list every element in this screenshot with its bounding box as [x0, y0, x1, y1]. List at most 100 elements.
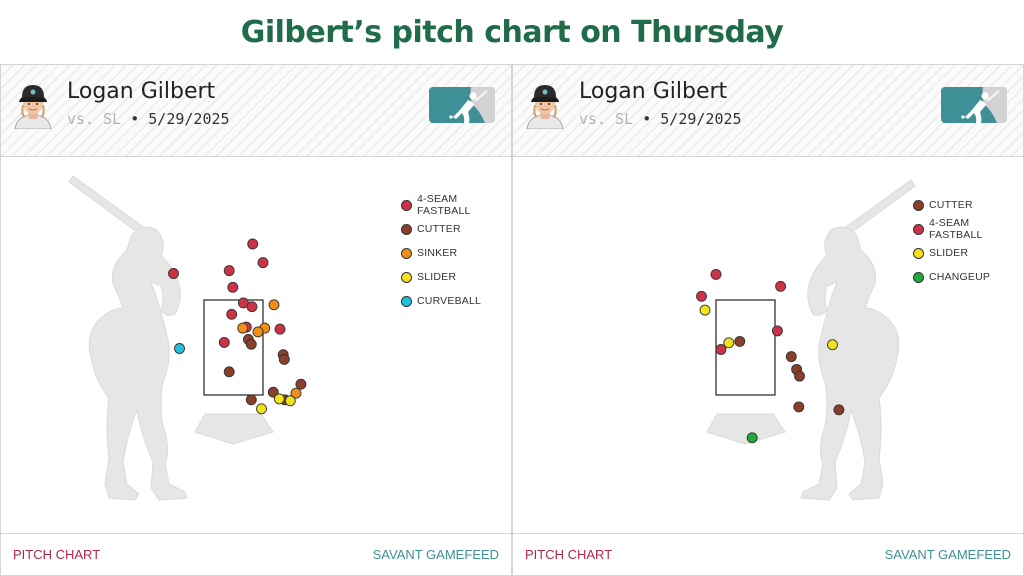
legend-label: SINKER	[417, 247, 458, 259]
pitch-point-cutter	[833, 404, 845, 416]
pitch-points	[168, 238, 307, 415]
pitch-point-slider	[284, 395, 296, 407]
pitch-point-4-seam-fastball	[257, 257, 269, 269]
pitch-point-4-seam-fastball	[274, 323, 286, 335]
pitch-point-cutter	[785, 351, 797, 363]
pitch-point-4-seam-fastball	[710, 268, 722, 280]
matchup-line: vs. SL • 5/29/2025	[579, 110, 742, 128]
legend-label: 4-SEAM FASTBALL	[929, 217, 983, 241]
pitch-chart	[68, 175, 307, 501]
pitch-point-4-seam-fastball	[775, 280, 787, 292]
batter-silhouette-icon	[800, 179, 916, 501]
pitch-point-sinker	[237, 322, 249, 334]
legend-swatch	[401, 271, 412, 283]
game-date: 5/29/2025	[148, 110, 230, 128]
pitch-point-slider	[699, 304, 711, 316]
panel-footer: PITCH CHART SAVANT GAMEFEED	[513, 533, 1023, 575]
pitch-point-sinker	[268, 299, 280, 311]
panel-header: Logan Gilbert vs. SL • 5/29/2025	[513, 65, 1023, 157]
player-name: Logan Gilbert	[579, 79, 728, 104]
legend-swatch	[401, 247, 412, 259]
pitch-points	[696, 268, 845, 444]
savant-gamefeed-link[interactable]: SAVANT GAMEFEED	[884, 547, 1011, 562]
mlb-logo-icon	[429, 87, 495, 123]
legend-item-4-seam-fastball: 4-SEAM FASTBALL	[913, 217, 1023, 241]
legend-label: CUTTER	[929, 199, 973, 211]
pitch-point-4-seam-fastball	[715, 344, 727, 355]
legend-swatch	[913, 223, 924, 235]
pitch-point-cutter	[793, 401, 805, 413]
pitch-chart-link[interactable]: PITCH CHART	[525, 547, 613, 562]
pitch-point-cutter	[734, 335, 746, 347]
pitch-point-cutter	[794, 370, 805, 382]
legend: CUTTER 4-SEAM FASTBALL SLIDER CHANGEUP	[913, 193, 1023, 289]
player-headshot-icon	[14, 85, 52, 129]
pitch-point-slider	[273, 393, 285, 405]
mlb-logo-icon	[941, 87, 1007, 123]
savant-gamefeed-link[interactable]: SAVANT GAMEFEED	[372, 547, 499, 562]
pitch-point-cutter	[245, 338, 257, 350]
legend-item-cutter: CUTTER	[913, 193, 1023, 217]
pitch-point-slider	[256, 403, 267, 415]
pitch-point-cutter	[295, 378, 307, 390]
legend-label: 4-SEAM FASTBALL	[417, 193, 471, 217]
pitch-point-4-seam-fastball	[696, 290, 707, 302]
legend-swatch	[913, 199, 924, 211]
home-plate-icon	[706, 413, 786, 445]
pitch-point-changeup	[746, 432, 758, 444]
legend-item-cutter: CUTTER	[401, 217, 511, 241]
game-date: 5/29/2025	[660, 110, 742, 128]
batter-silhouette-icon	[68, 175, 188, 501]
legend-item-sinker: SINKER	[401, 241, 511, 265]
pitch-point-4-seam-fastball	[227, 281, 239, 293]
pitch-point-4-seam-fastball	[246, 301, 258, 313]
pitch-point-curveball	[174, 343, 185, 354]
player-name: Logan Gilbert	[67, 79, 216, 104]
legend-item-slider: SLIDER	[401, 265, 511, 289]
opponent: vs. SL	[579, 110, 634, 128]
player-headshot-icon	[526, 85, 564, 129]
strike-zone	[203, 299, 264, 396]
pitch-point-cutter	[245, 394, 257, 406]
pitch-point-slider	[723, 337, 735, 349]
pitch-point-4-seam-fastball	[223, 265, 235, 277]
pitch-point-cutter	[223, 366, 235, 378]
legend-label: CUTTER	[417, 223, 461, 235]
pitch-point-cutter	[267, 386, 279, 398]
pitch-point-4-seam-fastball	[168, 268, 179, 279]
legend-label: CURVEBALL	[417, 295, 482, 307]
legend-item-curveball: CURVEBALL	[401, 289, 511, 313]
legend-label: CHANGEUP	[929, 271, 991, 283]
bullet-separator: •	[130, 110, 140, 128]
legend-swatch	[401, 295, 412, 307]
pitch-point-4-seam-fastball	[771, 325, 783, 337]
opponent: vs. SL	[67, 110, 122, 128]
pitch-chart-panel-left-handed-batters: Logan Gilbert vs. SL • 5/29/2025 CUTTER 4…	[512, 64, 1024, 576]
panel-footer: PITCH CHART SAVANT GAMEFEED	[1, 533, 511, 575]
legend-item-changeup: CHANGEUP	[913, 265, 1023, 289]
pitch-point-sinker	[252, 326, 264, 338]
legend-swatch	[913, 271, 924, 283]
legend-swatch	[401, 199, 412, 211]
legend-item-4-seam-fastball: 4-SEAM FASTBALL	[401, 193, 511, 217]
legend-item-slider: SLIDER	[913, 241, 1023, 265]
pitch-point-4-seam-fastball	[247, 238, 259, 250]
pitch-chart-panel-right-handed-batters: Logan Gilbert vs. SL • 5/29/2025 4-SEAM …	[0, 64, 512, 576]
bullet-separator: •	[642, 110, 652, 128]
pitch-chart	[696, 179, 916, 501]
legend-label: SLIDER	[929, 247, 969, 259]
pitch-point-sinker	[290, 387, 302, 399]
pitch-chart-link[interactable]: PITCH CHART	[13, 547, 101, 562]
home-plate-icon	[194, 413, 274, 445]
legend-swatch	[913, 247, 924, 259]
pitch-point-slider	[827, 339, 838, 351]
pitch-point-4-seam-fastball	[218, 336, 230, 348]
pitch-point-cutter	[278, 353, 290, 365]
legend-swatch	[401, 223, 412, 235]
panel-header: Logan Gilbert vs. SL • 5/29/2025	[1, 65, 511, 157]
legend-label: SLIDER	[417, 271, 457, 283]
legend: 4-SEAM FASTBALL CUTTER SINKER SLIDER CURVEBA…	[401, 193, 511, 313]
matchup-line: vs. SL • 5/29/2025	[67, 110, 230, 128]
page-title: Gilbert’s pitch chart on Thursday	[240, 14, 784, 50]
pitch-point-4-seam-fastball	[226, 308, 238, 320]
